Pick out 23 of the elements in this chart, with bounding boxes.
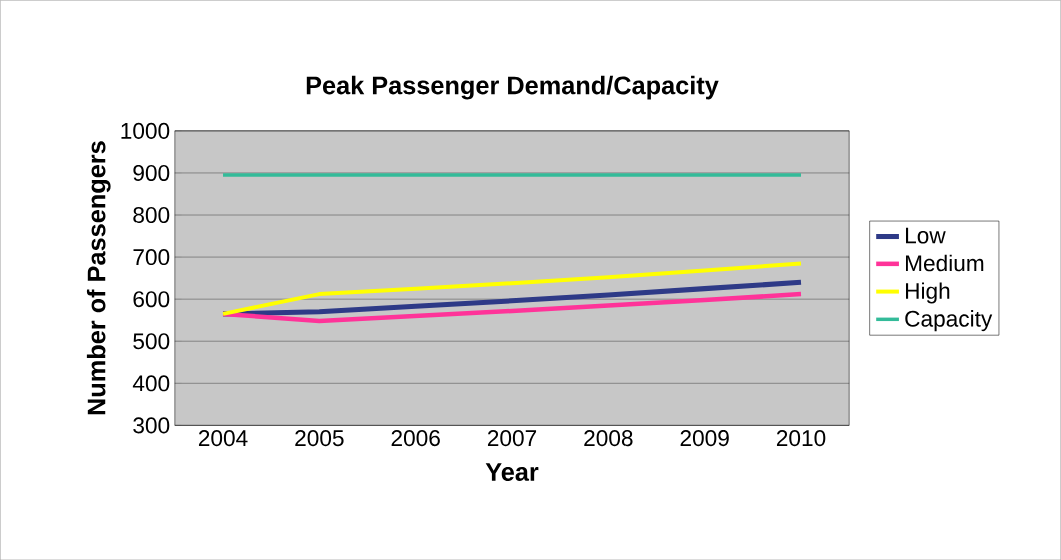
y-tick-label: 800	[133, 206, 170, 223]
x-axis-title: Year	[485, 463, 539, 481]
y-tick-label: 400	[132, 375, 170, 392]
chart-title: Peak Passenger Demand/Capacity	[306, 75, 719, 100]
x-tick-label: 2009	[680, 429, 729, 447]
y-tick-label: 900	[133, 164, 170, 181]
y-axis-title: Number of Passengers	[86, 141, 111, 415]
legend-label: High	[906, 282, 950, 304]
x-tick-label: 2006	[391, 429, 440, 447]
y-tick-label: 700	[133, 248, 170, 266]
legend-label: Medium	[906, 254, 984, 272]
line-series	[221, 261, 803, 316]
y-tick-label: 300	[133, 417, 170, 434]
y-tick-label: 500	[133, 333, 170, 350]
x-tick-label: 2005	[295, 429, 344, 447]
legend-label: Capacity	[905, 310, 993, 332]
y-tick-label: 600	[133, 291, 170, 308]
legend-label: Low	[906, 227, 946, 244]
y-tick-label: 1000	[121, 122, 170, 139]
x-tick-label: 2010	[776, 429, 826, 447]
x-tick-label: 2007	[487, 429, 537, 447]
x-tick-label: 2004	[198, 429, 248, 447]
x-tick-label: 2008	[584, 429, 633, 447]
